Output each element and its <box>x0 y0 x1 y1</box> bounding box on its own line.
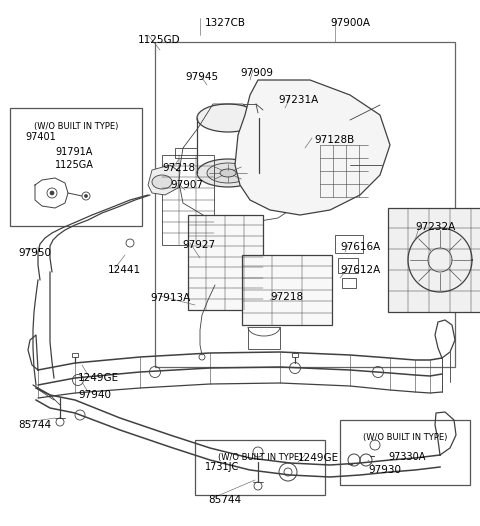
Bar <box>248 327 280 349</box>
Bar <box>195 440 325 495</box>
Text: (W/O BUILT IN TYPE): (W/O BUILT IN TYPE) <box>34 122 118 131</box>
Circle shape <box>84 195 87 197</box>
Bar <box>155 42 455 367</box>
Polygon shape <box>148 165 180 195</box>
Bar <box>340 420 470 485</box>
Text: 12441: 12441 <box>108 265 141 275</box>
Text: 1731JC: 1731JC <box>205 462 239 472</box>
Bar <box>388 208 480 312</box>
Ellipse shape <box>197 104 259 132</box>
Text: 97909: 97909 <box>240 68 273 78</box>
Text: 97913A: 97913A <box>150 293 190 303</box>
Text: 97950: 97950 <box>18 248 51 258</box>
Bar <box>10 108 142 226</box>
Text: 1249GE: 1249GE <box>298 453 339 463</box>
Ellipse shape <box>207 163 249 183</box>
Circle shape <box>50 191 54 195</box>
Ellipse shape <box>220 169 236 177</box>
Text: 97927: 97927 <box>182 240 215 250</box>
Text: 97218: 97218 <box>270 292 303 302</box>
Text: 85744: 85744 <box>18 420 51 430</box>
Text: 1327CB: 1327CB <box>205 18 246 28</box>
Bar <box>242 255 332 325</box>
Text: 1125GA: 1125GA <box>55 160 94 170</box>
Text: (W/O BUILT IN TYPE): (W/O BUILT IN TYPE) <box>218 453 302 462</box>
Bar <box>292 353 298 357</box>
Bar <box>162 155 214 245</box>
Ellipse shape <box>197 159 259 187</box>
Text: 97945: 97945 <box>185 72 218 82</box>
Polygon shape <box>235 80 390 215</box>
Bar <box>188 215 263 310</box>
Text: 97401: 97401 <box>25 132 56 142</box>
Ellipse shape <box>152 175 172 189</box>
Bar <box>342 278 356 288</box>
Text: 97900A: 97900A <box>330 18 370 28</box>
Text: 97612A: 97612A <box>340 265 380 275</box>
Bar <box>72 353 78 357</box>
Text: 1249GE: 1249GE <box>78 373 119 383</box>
Text: (W/O BUILT IN TYPE): (W/O BUILT IN TYPE) <box>363 433 447 442</box>
Bar <box>175 148 197 158</box>
Text: 97232A: 97232A <box>415 222 455 232</box>
Text: 97907: 97907 <box>170 180 203 190</box>
Text: 97940: 97940 <box>78 390 111 400</box>
Text: 97616A: 97616A <box>340 242 380 252</box>
Bar <box>338 258 358 273</box>
Text: 97128B: 97128B <box>314 135 354 145</box>
Text: 85744: 85744 <box>208 495 241 505</box>
Text: 1125GD: 1125GD <box>138 35 180 45</box>
Bar <box>335 235 363 253</box>
Text: 91791A: 91791A <box>55 147 92 157</box>
Text: 97218: 97218 <box>162 163 195 173</box>
Text: 97930: 97930 <box>368 465 401 475</box>
Text: 97330A: 97330A <box>388 452 425 462</box>
Text: 97231A: 97231A <box>278 95 318 105</box>
